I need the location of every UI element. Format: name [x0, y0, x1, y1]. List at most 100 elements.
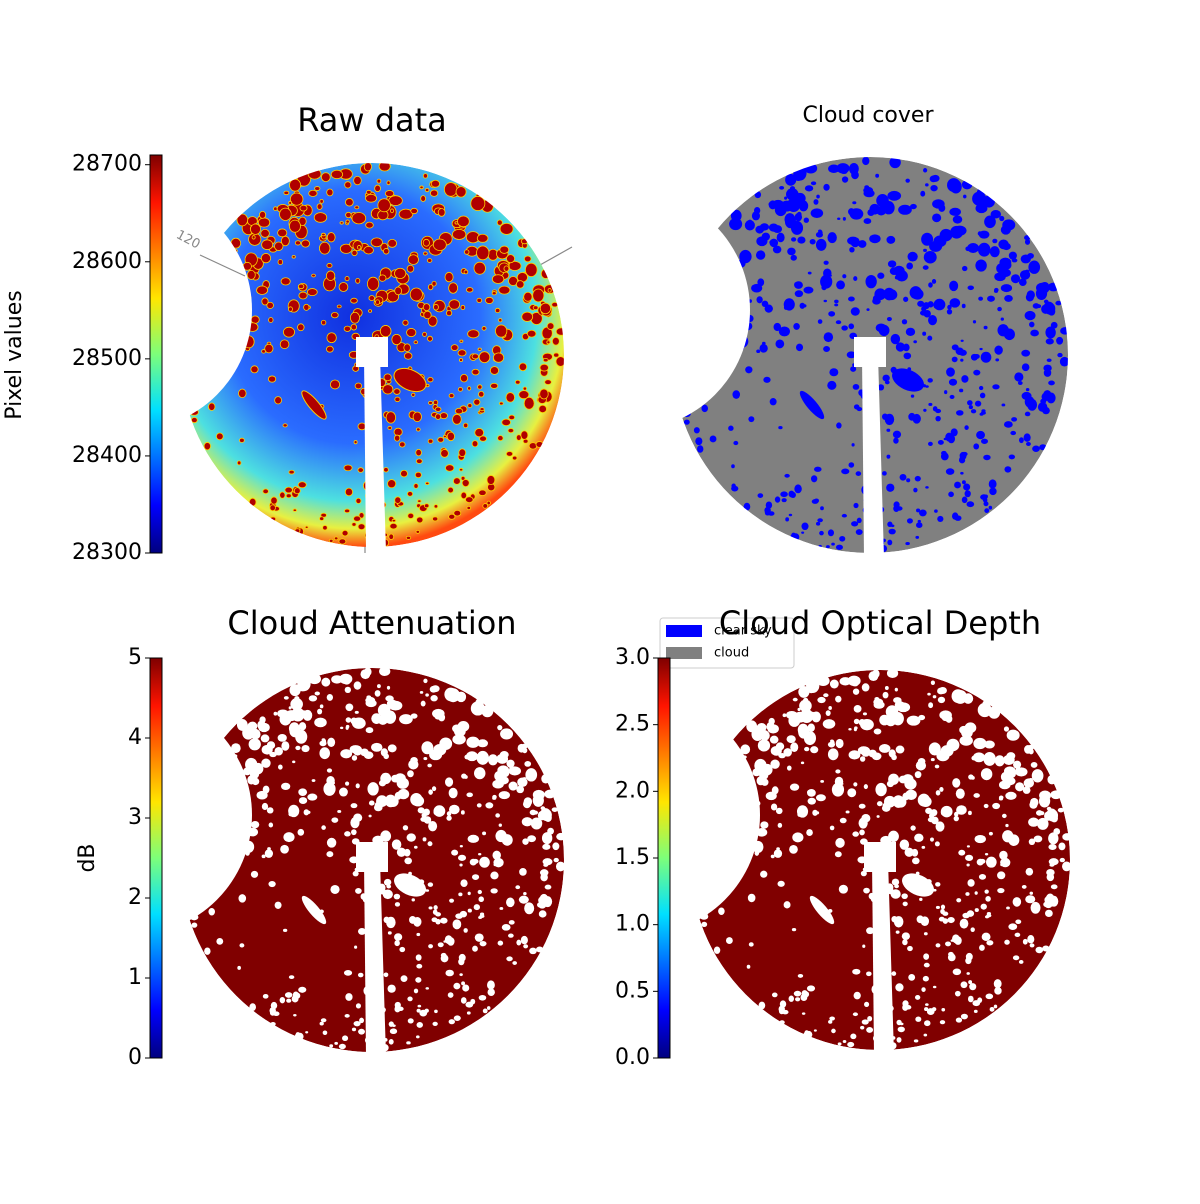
cloud-gap — [940, 745, 954, 757]
cloud-gap — [446, 310, 453, 317]
cloud-gap — [793, 322, 800, 330]
cloud-gap — [467, 891, 471, 896]
cloud-gap — [858, 389, 865, 396]
cloud-gap — [236, 719, 248, 731]
cloud-gap — [473, 904, 481, 911]
cloud-gap — [476, 245, 490, 261]
cloud-gap — [872, 518, 879, 524]
cloud-gap — [246, 827, 259, 837]
cloud-gap — [797, 812, 802, 817]
cloud-gap — [522, 838, 529, 845]
cloud-gap — [927, 692, 931, 696]
cloud-gap — [731, 464, 735, 469]
cloud-gap — [345, 717, 352, 723]
sky-background — [690, 670, 1070, 1050]
cloud-gap — [279, 713, 292, 726]
cloud-gap — [236, 213, 249, 227]
cloud-gap — [932, 985, 937, 989]
cloud-gap — [758, 1001, 766, 1010]
cloud-gap — [890, 889, 901, 899]
cloud-gap — [339, 787, 348, 797]
cloud-gap — [204, 802, 212, 812]
cloud-gap — [523, 291, 533, 302]
cloud-gap — [525, 262, 538, 277]
cloud-gap — [754, 191, 762, 199]
cloud-gap — [931, 816, 939, 825]
cloud-gap — [225, 305, 237, 318]
cloud-gap — [831, 1028, 836, 1034]
cloud-gap — [226, 811, 237, 822]
cloud-gap — [319, 1021, 324, 1026]
cloud-gap — [455, 913, 463, 919]
cloud-gap — [326, 694, 334, 701]
cloud-gap — [211, 813, 221, 821]
cloud-gap — [413, 483, 419, 489]
cloud-gap — [299, 204, 308, 212]
cloud-gap — [893, 501, 900, 509]
cloud-gap — [221, 238, 228, 243]
cloud-gap — [930, 680, 935, 685]
cloud-gap — [983, 751, 996, 766]
cloud-gap — [382, 384, 394, 395]
cloud-gap — [1002, 219, 1016, 231]
cloud-gap — [905, 541, 910, 546]
cloud-gap — [203, 442, 211, 451]
cloud-gap — [935, 943, 941, 948]
cloud-gap — [508, 414, 516, 421]
cloud-gap — [1017, 381, 1023, 386]
cloud-gap — [853, 782, 858, 787]
cloud-gap — [810, 475, 818, 483]
cloud-gap — [289, 192, 304, 206]
cloud-gap — [246, 322, 259, 332]
cloud-gap — [759, 223, 770, 231]
cloud-gap — [379, 325, 392, 338]
cloud-gap — [806, 829, 813, 837]
cloud-gap — [682, 410, 691, 418]
cloud-gap — [230, 237, 242, 249]
cloud-gap — [934, 841, 940, 847]
cloud-gap — [771, 992, 778, 998]
cloud-gap — [746, 720, 758, 733]
cloud-gap — [464, 249, 470, 255]
cloud-gap — [400, 469, 408, 478]
colorbar-tick-label: 4 — [128, 725, 142, 750]
cloud-gap — [789, 783, 800, 791]
cloud-gap — [696, 445, 704, 453]
cloud-gap — [867, 535, 875, 542]
cloud-gap — [195, 799, 199, 803]
cloud-gap — [889, 204, 893, 209]
cloud-gap — [994, 987, 1002, 995]
cloud-gap — [873, 995, 881, 1004]
cloud-gap — [979, 392, 986, 399]
cloud-gap — [524, 902, 535, 915]
cloud-gap — [386, 916, 396, 929]
cloud-gap — [756, 349, 761, 354]
cloud-gap — [777, 880, 785, 887]
sky-image — [180, 161, 567, 547]
cloud-gap — [372, 961, 379, 969]
cloud-gap — [1005, 791, 1017, 800]
cloud-gap — [852, 363, 856, 367]
cloud-gap — [810, 181, 817, 186]
cloud-gap — [769, 238, 779, 248]
cloud-gap — [1055, 300, 1062, 306]
cloud-gap — [973, 1009, 978, 1014]
cloud-gap — [368, 800, 375, 806]
cloud-gap — [809, 239, 816, 245]
cloud-gap — [406, 328, 417, 338]
cloud-gap — [396, 847, 407, 857]
cloud-gap — [965, 952, 973, 961]
cloud-gap — [866, 1026, 874, 1033]
cloud-gap — [906, 262, 914, 270]
cloud-gap — [1057, 807, 1064, 813]
colorbar-tick-label: 2.5 — [615, 712, 650, 737]
cloud-gap — [839, 817, 847, 824]
cloud-gap — [368, 1005, 374, 1010]
cloud-gap — [931, 174, 940, 182]
cloud-gap — [465, 1001, 474, 1008]
cloud-gap — [971, 775, 975, 780]
cloud-gap — [521, 311, 534, 322]
cloud-gap — [898, 204, 912, 215]
cloud-gap — [210, 308, 222, 317]
cloud-gap — [961, 480, 966, 485]
